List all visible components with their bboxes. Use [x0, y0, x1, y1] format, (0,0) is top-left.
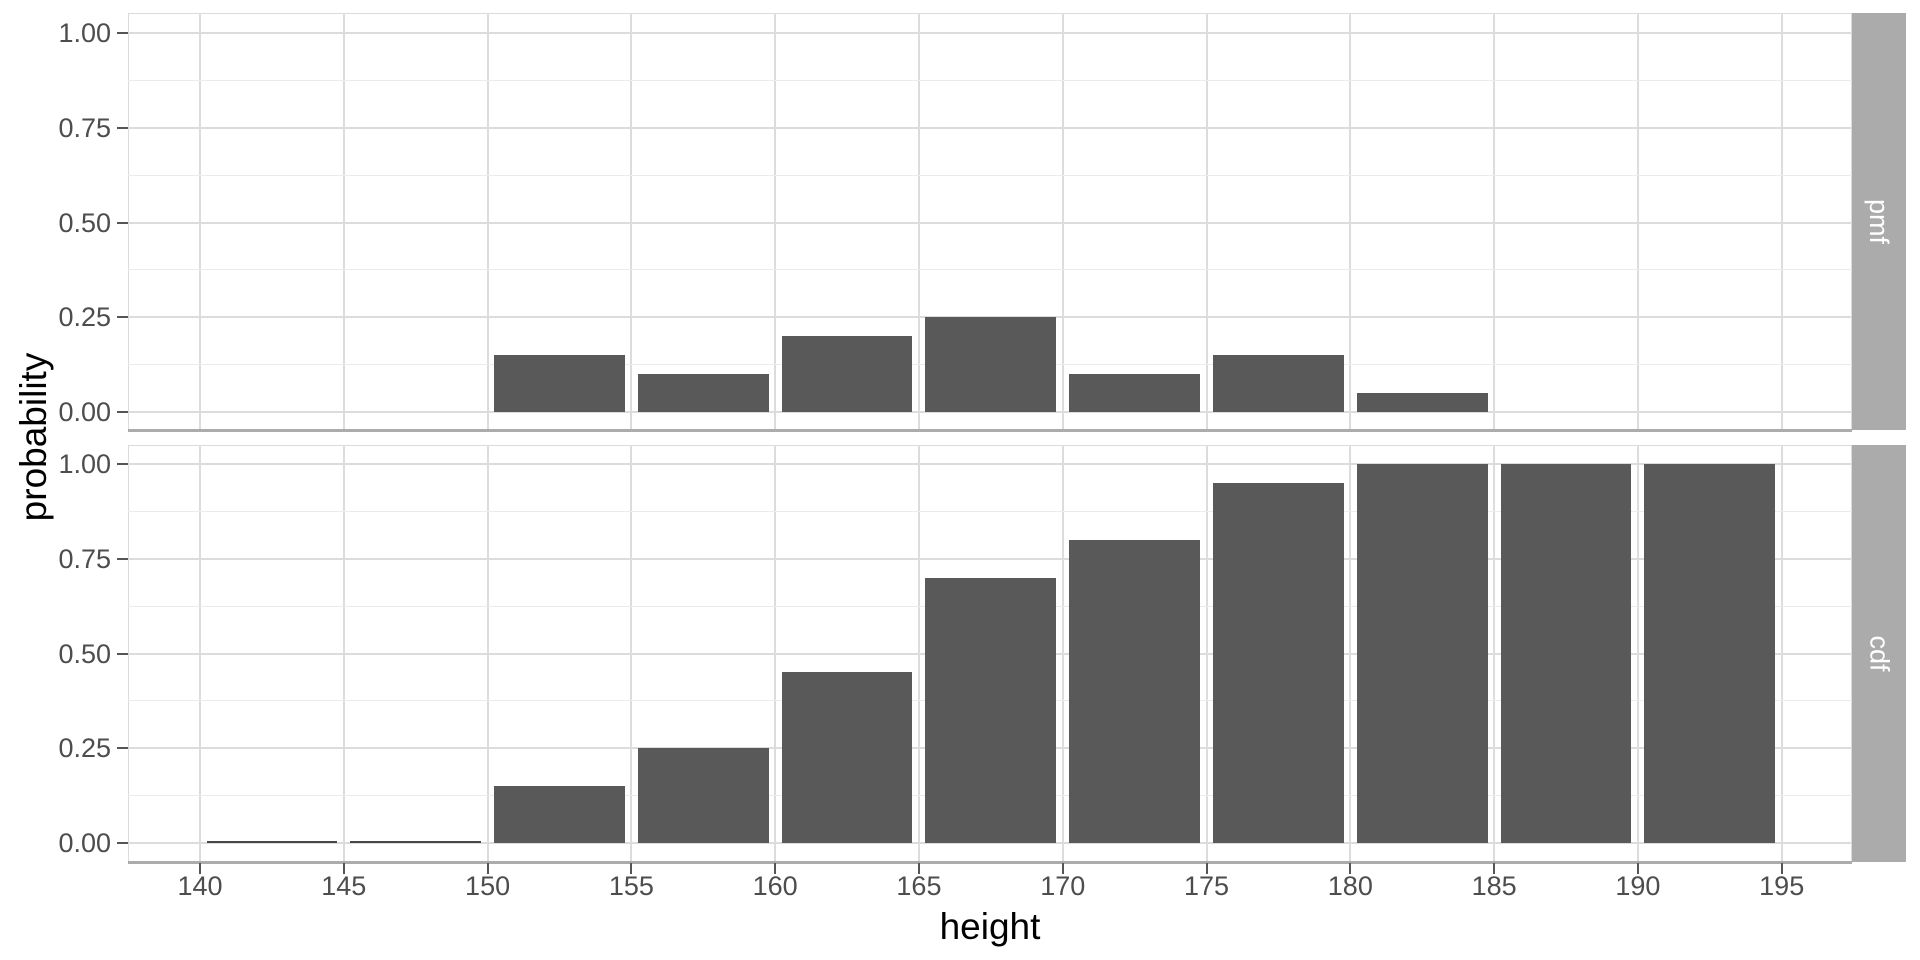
gridline-major-horizontal — [128, 411, 1852, 413]
y-tick-label: 0.75 — [58, 112, 111, 143]
x-tick-mark — [917, 863, 920, 874]
gridline-major-horizontal — [128, 463, 1852, 465]
bar-cdf-160 — [781, 672, 913, 843]
bar-pmf-150 — [494, 355, 625, 412]
x-tick-mark — [1349, 863, 1352, 874]
y-tick-mark — [117, 463, 128, 465]
y-tick-mark — [117, 126, 128, 129]
bar-pmf-165 — [925, 317, 1057, 412]
gridline-minor-horizontal — [128, 174, 1852, 176]
panel-bottom-axis-line — [128, 428, 1852, 432]
gridline-minor-horizontal — [128, 510, 1852, 512]
bar-cdf-140 — [206, 840, 338, 843]
x-tick-mark — [630, 863, 633, 874]
panel-bottom-axis-line — [128, 860, 1852, 864]
y-tick-mark — [117, 316, 128, 319]
bar-cdf-155 — [637, 748, 769, 843]
y-tick-label: 0.75 — [58, 543, 111, 574]
facet-strip-cdf: cdf — [1852, 445, 1906, 862]
bar-cdf-185 — [1500, 464, 1632, 843]
bar-cdf-165 — [925, 577, 1057, 843]
x-tick-label: 180 — [1327, 871, 1373, 901]
x-tick-label: 170 — [1040, 871, 1086, 901]
x-tick-label: 165 — [896, 871, 942, 901]
y-tick-label: 0.50 — [58, 207, 111, 238]
y-tick-label: 0.00 — [58, 828, 111, 858]
x-tick-mark — [774, 863, 777, 874]
x-tick-label: 175 — [1183, 871, 1230, 901]
facet-strip-label-cdf: cdf — [1864, 635, 1895, 672]
y-tick-mark — [117, 842, 128, 844]
y-tick-label: 1.00 — [58, 18, 111, 48]
y-axis-title: probability — [13, 352, 54, 522]
y-tick-label: 0.25 — [58, 733, 111, 764]
bar-cdf-145 — [350, 840, 482, 843]
gridline-major-horizontal — [128, 221, 1852, 224]
bar-pmf-170 — [1069, 374, 1201, 412]
x-axis-title: height — [939, 906, 1041, 947]
facet-strip-label-pmf: pmf — [1864, 198, 1895, 245]
gridline-major-horizontal — [128, 557, 1852, 560]
y-tick-label: 0.50 — [58, 638, 111, 669]
x-tick-mark — [486, 863, 489, 874]
x-tick-label: 190 — [1615, 871, 1661, 901]
gridline-minor-horizontal — [128, 269, 1852, 271]
x-tick-mark — [342, 863, 345, 874]
bar-cdf-180 — [1356, 464, 1488, 843]
y-tick-mark — [117, 32, 128, 34]
x-tick-mark — [1205, 863, 1208, 874]
gridline-major-horizontal — [128, 32, 1852, 34]
y-tick-mark — [117, 221, 128, 224]
x-tick-mark — [1636, 863, 1639, 874]
bar-pmf-160 — [781, 336, 913, 412]
x-tick-label: 195 — [1759, 871, 1805, 901]
bar-cdf-190 — [1644, 464, 1776, 843]
bar-pmf-175 — [1213, 355, 1344, 412]
x-tick-mark — [1780, 863, 1783, 874]
y-tick-mark — [117, 411, 128, 413]
bar-cdf-170 — [1069, 539, 1201, 843]
x-tick-label: 150 — [465, 871, 511, 901]
x-tick-label: 185 — [1471, 871, 1517, 901]
x-tick-mark — [1493, 863, 1496, 874]
x-tick-label: 145 — [321, 871, 367, 901]
y-tick-mark — [117, 652, 128, 655]
y-tick-label: 0.25 — [58, 302, 111, 333]
bar-pmf-180 — [1356, 393, 1488, 412]
x-tick-label: 155 — [608, 871, 654, 901]
gridline-major-horizontal — [128, 842, 1852, 844]
x-tick-label: 140 — [177, 871, 223, 901]
bar-pmf-155 — [637, 374, 769, 412]
gridline-minor-horizontal — [128, 79, 1852, 81]
y-tick-mark — [117, 557, 128, 560]
gridline-major-horizontal — [128, 126, 1852, 129]
x-tick-mark — [1061, 863, 1064, 874]
bar-cdf-150 — [494, 786, 625, 843]
x-tick-label: 160 — [752, 871, 798, 901]
y-tick-label: 0.00 — [58, 397, 111, 427]
facet-strip-pmf: pmf — [1852, 13, 1906, 430]
y-tick-label: 1.00 — [58, 449, 111, 479]
bar-cdf-175 — [1213, 482, 1344, 843]
x-tick-mark — [199, 863, 201, 874]
y-tick-mark — [117, 747, 128, 750]
